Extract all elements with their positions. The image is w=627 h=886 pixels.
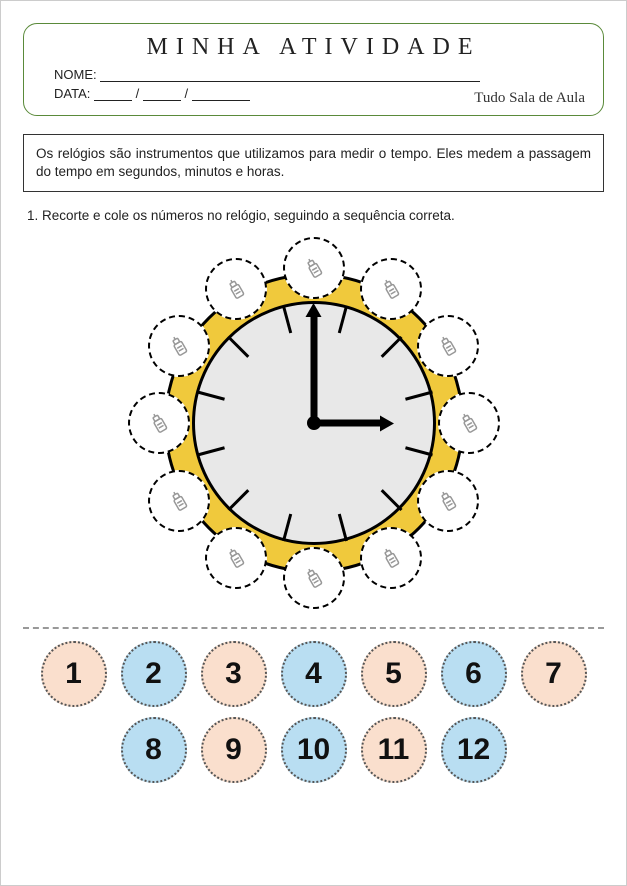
info-box: Os relógios são instrumentos que utiliza… bbox=[23, 134, 604, 192]
number-circle: 9 bbox=[201, 717, 267, 783]
glue-icon bbox=[456, 410, 482, 436]
clock bbox=[124, 233, 504, 613]
clock-slot bbox=[360, 258, 422, 320]
number-circle: 4 bbox=[281, 641, 347, 707]
worksheet-page: MINHA ATIVIDADE NOME: DATA: / / Tudo Sal… bbox=[0, 0, 627, 886]
clock-slot bbox=[148, 470, 210, 532]
date-blank-3 bbox=[192, 89, 250, 101]
clock-slot bbox=[283, 547, 345, 609]
glue-icon bbox=[301, 565, 327, 591]
header-box: MINHA ATIVIDADE NOME: DATA: / / Tudo Sal… bbox=[23, 23, 604, 116]
clock-slot bbox=[438, 392, 500, 454]
clock-slot bbox=[205, 258, 267, 320]
number-circle: 2 bbox=[121, 641, 187, 707]
glue-icon bbox=[146, 410, 172, 436]
date-blank-1 bbox=[94, 89, 132, 101]
clock-slot bbox=[283, 237, 345, 299]
glue-icon bbox=[435, 488, 461, 514]
number-circle: 5 bbox=[361, 641, 427, 707]
glue-icon bbox=[166, 488, 192, 514]
clock-slot bbox=[205, 527, 267, 589]
clock-slot bbox=[417, 315, 479, 377]
page-title: MINHA ATIVIDADE bbox=[44, 34, 583, 61]
name-label: NOME: bbox=[54, 67, 97, 82]
number-circle: 3 bbox=[201, 641, 267, 707]
clock-pivot bbox=[307, 416, 321, 430]
glue-icon bbox=[378, 545, 404, 571]
clock-slot bbox=[417, 470, 479, 532]
name-blank bbox=[100, 70, 480, 82]
numbers-row-1: 1234567 bbox=[41, 641, 587, 707]
instruction-text: 1. Recorte e cole os números no relógio,… bbox=[27, 208, 600, 223]
name-field-line: NOME: bbox=[54, 67, 583, 82]
number-circle: 12 bbox=[441, 717, 507, 783]
numbers-section: 1234567 89101112 bbox=[23, 641, 604, 783]
clock-slot bbox=[360, 527, 422, 589]
date-blank-2 bbox=[143, 89, 181, 101]
divider bbox=[23, 627, 604, 629]
hour-hand bbox=[314, 420, 384, 427]
number-circle: 10 bbox=[281, 717, 347, 783]
minute-hand bbox=[310, 313, 317, 423]
credit-text: Tudo Sala de Aula bbox=[474, 90, 585, 107]
glue-icon bbox=[378, 276, 404, 302]
clock-slot bbox=[148, 315, 210, 377]
clock-slot bbox=[128, 392, 190, 454]
glue-icon bbox=[223, 276, 249, 302]
glue-icon bbox=[435, 333, 461, 359]
glue-icon bbox=[301, 255, 327, 281]
glue-icon bbox=[223, 545, 249, 571]
glue-icon bbox=[166, 333, 192, 359]
numbers-row-2: 89101112 bbox=[121, 717, 507, 783]
number-circle: 6 bbox=[441, 641, 507, 707]
number-circle: 11 bbox=[361, 717, 427, 783]
number-circle: 7 bbox=[521, 641, 587, 707]
clock-container bbox=[23, 233, 604, 613]
number-circle: 1 bbox=[41, 641, 107, 707]
number-circle: 8 bbox=[121, 717, 187, 783]
date-label: DATA: bbox=[54, 86, 90, 101]
